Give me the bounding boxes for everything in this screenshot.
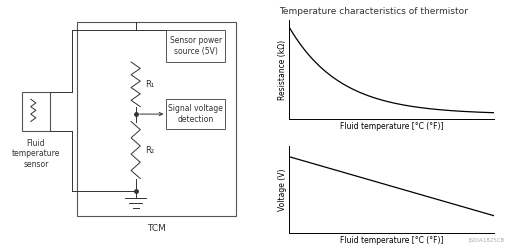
X-axis label: Fluid temperature [°C (°F)]: Fluid temperature [°C (°F)] (340, 236, 443, 245)
Y-axis label: Voltage (V): Voltage (V) (278, 168, 287, 211)
Bar (22, 92, 50, 131)
Text: Temperature characteristics of thermistor: Temperature characteristics of thermisto… (280, 7, 468, 16)
X-axis label: Fluid temperature [°C (°F)]: Fluid temperature [°C (°F)] (340, 122, 443, 131)
Text: Fluid
temperature
sensor: Fluid temperature sensor (12, 139, 60, 169)
Bar (77, 22, 236, 216)
Bar (166, 30, 225, 62)
Bar (166, 99, 225, 129)
Text: Sensor power
source (5V): Sensor power source (5V) (170, 36, 222, 56)
Text: R₂: R₂ (144, 146, 154, 155)
Text: Signal voltage
detection: Signal voltage detection (168, 104, 223, 124)
Text: JSDIA1825CB: JSDIA1825CB (468, 238, 504, 243)
Text: R₁: R₁ (144, 80, 154, 89)
Text: TCM: TCM (147, 224, 165, 233)
Y-axis label: Resistance (kΩ): Resistance (kΩ) (278, 39, 287, 99)
